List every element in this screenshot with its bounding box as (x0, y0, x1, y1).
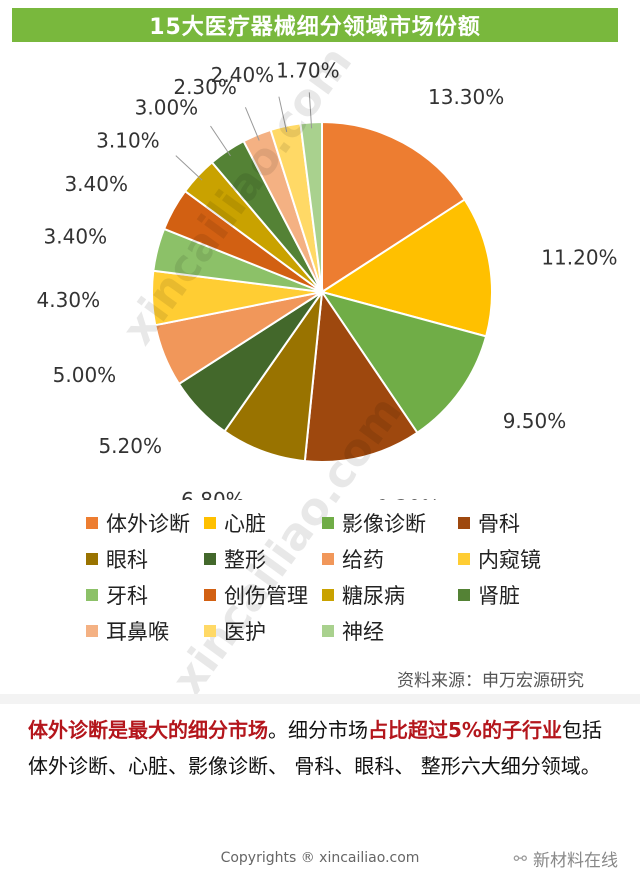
legend-item-1: 心脏 (204, 508, 322, 538)
legend-item-4: 眼科 (86, 544, 204, 574)
legend-item-7: 内窥镜 (458, 544, 558, 574)
legend-swatch-2 (322, 517, 334, 529)
legend-swatch-11 (458, 589, 470, 601)
legend-swatch-9 (204, 589, 216, 601)
legend-item-5: 整形 (204, 544, 322, 574)
legend-item-3: 骨科 (458, 508, 558, 538)
legend-item-14: 神经 (322, 616, 458, 646)
pie-chart: 13.30% 11.20% 9.50% 9.30% 6.80% 5.20% 5.00% 4.3… (37, 58, 618, 500)
data-label-14: 1.70% (276, 58, 340, 82)
leader-line-13 (278, 96, 288, 133)
legend-swatch-14 (322, 625, 334, 637)
legend-label-0: 体外诊断 (106, 512, 190, 536)
legend-item-13: 医护 (204, 616, 322, 646)
data-label-6: 5.00% (53, 363, 117, 387)
legend-item-12: 耳鼻喉 (86, 616, 204, 646)
legend-label-6: 给药 (342, 548, 384, 572)
legend-swatch-1 (204, 517, 216, 529)
legend-label-12: 耳鼻喉 (106, 620, 169, 644)
legend-swatch-8 (86, 589, 98, 601)
legend-swatch-10 (322, 589, 334, 601)
summary-text-4: 包括体外诊断、心脏、影像诊断、 骨科、眼科、 整形六大细分领域。 (28, 718, 602, 778)
legend-label-1: 心脏 (224, 512, 266, 536)
pie-slice-2 (319, 290, 488, 435)
data-label-7: 4.30% (37, 288, 101, 312)
summary-text-2: 。细分市场 (268, 718, 368, 742)
legend-item-2: 影像诊断 (322, 508, 458, 538)
data-label-8: 3.40% (44, 225, 108, 249)
legend-item-6: 给药 (322, 544, 458, 574)
legend-label-10: 糖尿病 (342, 584, 405, 608)
brand-name: 新材料在线 (533, 851, 618, 871)
legend-swatch-6 (322, 553, 334, 565)
legend-item-11: 肾脏 (458, 580, 558, 610)
data-label-10: 3.10% (96, 129, 160, 153)
legend-swatch-0 (86, 517, 98, 529)
wechat-icon: ⚯ (513, 849, 527, 868)
pie-slice-1 (319, 198, 493, 338)
chart-legend: 体外诊断 心脏 影像诊断 骨科眼科 整形 给药 内窥镜牙科 创伤管理 糖尿病 肾脏耳鼻喉 医护 神经 (86, 508, 556, 646)
legend-swatch-4 (86, 553, 98, 565)
source-note: 资料来源：申万宏源研究 (397, 671, 584, 691)
legend-label-8: 牙科 (106, 584, 148, 608)
legend-label-9: 创伤管理 (224, 584, 308, 608)
leader-line-11 (210, 125, 231, 157)
summary-text: 体外诊断是最大的细分市场。细分市场占比超过5%的子行业包括体外诊断、心脏、影像诊… (28, 712, 618, 784)
legend-label-11: 肾脏 (478, 584, 520, 608)
legend-item-0: 体外诊断 (86, 508, 204, 538)
data-label-2: 9.50% (503, 409, 567, 433)
summary-highlight-1: 体外诊断是最大的细分市场 (28, 718, 268, 742)
legend-swatch-13 (204, 625, 216, 637)
data-label-9: 3.40% (64, 172, 128, 196)
pie-slice-0 (321, 120, 467, 294)
copyright-text: Copyrights ® xincailiao.com (220, 850, 420, 866)
data-label-3: 9.30% (376, 495, 440, 500)
legend-label-14: 神经 (342, 620, 384, 644)
legend-label-3: 骨科 (478, 512, 520, 536)
legend-swatch-7 (458, 553, 470, 565)
data-label-5: 5.20% (98, 434, 162, 458)
data-label-0: 13.30% (428, 85, 504, 109)
legend-item-10: 糖尿病 (322, 580, 458, 610)
data-label-1: 11.20% (541, 246, 617, 270)
legend-swatch-5 (204, 553, 216, 565)
leader-line-14 (308, 92, 313, 129)
legend-label-5: 整形 (224, 548, 266, 572)
legend-label-13: 医护 (224, 620, 266, 644)
data-label-4: 6.80% (181, 488, 245, 500)
summary-highlight-2: 占比超过5%的子行业 (368, 718, 562, 742)
legend-item-9: 创伤管理 (204, 580, 322, 610)
legend-item-8: 牙科 (86, 580, 204, 610)
data-label-12: 2.30% (173, 75, 237, 99)
legend-swatch-3 (458, 517, 470, 529)
pie-slice-3 (303, 289, 419, 463)
data-label-11: 3.00% (135, 96, 199, 120)
legend-label-7: 内窥镜 (478, 548, 541, 572)
legend-swatch-12 (86, 625, 98, 637)
brand-signature: ⚯ 新材料在线 (514, 846, 618, 871)
legend-label-4: 眼科 (106, 548, 148, 572)
section-divider (0, 694, 640, 704)
legend-label-2: 影像诊断 (342, 512, 426, 536)
data-label-13: 2.40% (211, 63, 275, 87)
chart-title: 15大医疗器械细分领域市场份额 (12, 8, 618, 42)
leader-line-10 (175, 155, 203, 181)
leader-line-12 (244, 107, 260, 141)
